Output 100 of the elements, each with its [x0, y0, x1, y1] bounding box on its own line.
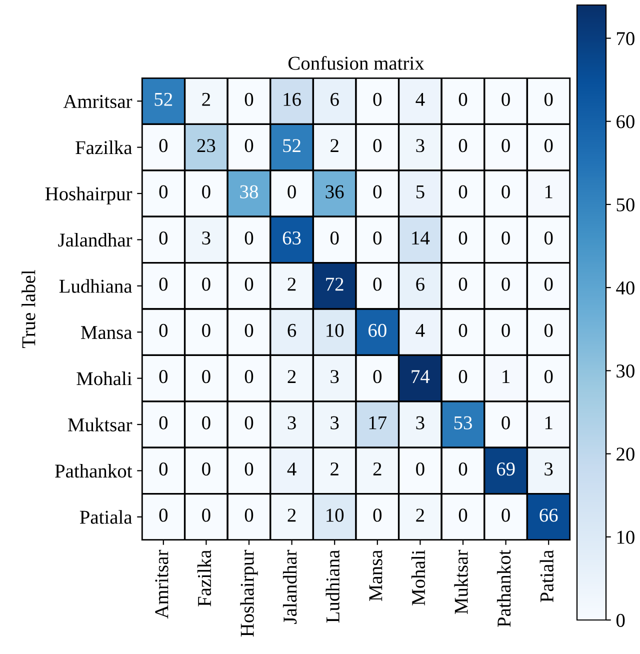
color-bar-label: 20: [616, 448, 634, 461]
y-tick-label: Ludhiana: [59, 279, 132, 293]
data-label: 0: [373, 92, 382, 106]
data-label: 0: [159, 370, 168, 384]
data-label: 0: [373, 139, 382, 152]
y-tick-label: Mansa: [80, 326, 132, 340]
data-label: 1: [502, 370, 510, 383]
data-label: 0: [502, 508, 510, 522]
data-label: 3: [288, 416, 296, 430]
data-label: 16: [284, 92, 301, 106]
data-label: 0: [244, 508, 254, 522]
data-label: 0: [202, 416, 210, 430]
data-label: 0: [159, 278, 168, 291]
x-tick-label: Jalandhar: [282, 550, 297, 624]
data-label: 0: [502, 185, 510, 198]
data-label: 6: [416, 278, 424, 291]
color-bar-label: 10: [617, 530, 634, 544]
data-label: 0: [544, 370, 553, 384]
y-tick-label: Amritsar: [63, 94, 132, 108]
data-label: 0: [502, 139, 510, 152]
data-label: 36: [326, 185, 344, 198]
y-tick-label: Muktsar: [68, 418, 132, 432]
data-label: 0: [330, 231, 339, 245]
data-label: 0: [544, 231, 553, 245]
data-label: 0: [373, 231, 382, 245]
data-label: 0: [244, 231, 254, 245]
data-label: 0: [159, 508, 168, 522]
color-bar-label: 0: [616, 614, 625, 627]
data-label: 3: [416, 139, 424, 152]
y-tick-label: Pathankot: [55, 464, 132, 478]
y-tick-label: Hoshairpur: [45, 186, 132, 204]
color-bar-label: 60: [616, 115, 634, 128]
chart-title: Confusion matrix: [288, 56, 424, 70]
data-label: 52: [283, 139, 300, 152]
data-label: 0: [373, 370, 382, 384]
data-label: 0: [202, 370, 210, 384]
data-label: 0: [458, 92, 468, 106]
data-label: 0: [458, 139, 468, 152]
data-label: 0: [373, 508, 382, 522]
data-label: 66: [540, 508, 558, 522]
data-label: 1: [545, 416, 552, 430]
data-label: 5: [416, 185, 424, 198]
data-label: 0: [244, 416, 254, 430]
data-label: 0: [458, 185, 468, 198]
y-axis-title: True label: [22, 270, 36, 348]
data-label: 2: [288, 278, 296, 291]
data-label: 10: [326, 324, 344, 337]
data-label: 0: [502, 416, 510, 430]
y-tick-label: Patiala: [80, 510, 132, 524]
data-label: 2: [330, 462, 338, 476]
data-label: 2: [330, 139, 338, 152]
data-label: 52: [154, 92, 172, 106]
data-label: 0: [159, 462, 168, 476]
data-label: 3: [544, 462, 553, 476]
data-label: 0: [502, 92, 510, 106]
data-label: 0: [159, 324, 168, 337]
x-tick-label: Mansa: [369, 550, 382, 602]
data-label: 0: [458, 508, 468, 522]
x-tick-label: Mohali: [411, 550, 426, 606]
data-label: 0: [202, 508, 210, 522]
data-label: 4: [416, 324, 425, 337]
data-label: 0: [159, 231, 168, 245]
data-label: 0: [244, 92, 254, 106]
y-tick-label: Mohali: [76, 372, 132, 386]
data-label: 38: [240, 185, 258, 198]
data-label: 72: [326, 278, 344, 291]
color-bar-label: 30: [616, 364, 634, 378]
x-tick-label: Patiala: [540, 550, 554, 602]
data-label: 2: [202, 92, 210, 106]
data-label: 6: [330, 92, 339, 106]
data-label: 0: [544, 139, 553, 152]
x-tick-label: Fazilka: [197, 550, 212, 606]
data-label: 3: [330, 370, 339, 384]
x-tick-label: Hoshairpur: [240, 550, 258, 637]
data-label: 0: [159, 185, 168, 198]
data-label: 2: [288, 370, 296, 383]
data-label: 0: [502, 278, 510, 291]
data-label: 0: [544, 92, 553, 106]
data-label: 2: [288, 508, 296, 522]
data-label: 0: [202, 185, 210, 198]
data-label: 0: [544, 324, 553, 337]
data-label: 0: [373, 185, 382, 198]
data-label: 0: [202, 324, 210, 337]
data-label: 3: [330, 416, 339, 430]
data-label: 1: [545, 185, 552, 198]
data-label: 0: [458, 231, 468, 245]
data-label: 0: [373, 278, 382, 291]
data-label: 0: [244, 139, 254, 152]
data-label: 0: [159, 139, 168, 152]
data-label: 2: [416, 508, 424, 522]
data-label: 0: [202, 278, 210, 291]
data-label: 6: [288, 324, 296, 337]
data-label: 63: [282, 232, 301, 245]
data-label: 0: [502, 324, 510, 337]
data-label: 3: [416, 416, 424, 430]
color-bar-label: 70: [617, 32, 634, 46]
data-label: 2: [373, 462, 382, 476]
data-label: 0: [244, 324, 254, 337]
y-tick-label: Jalandhar: [58, 232, 132, 247]
data-label: 4: [287, 462, 296, 476]
